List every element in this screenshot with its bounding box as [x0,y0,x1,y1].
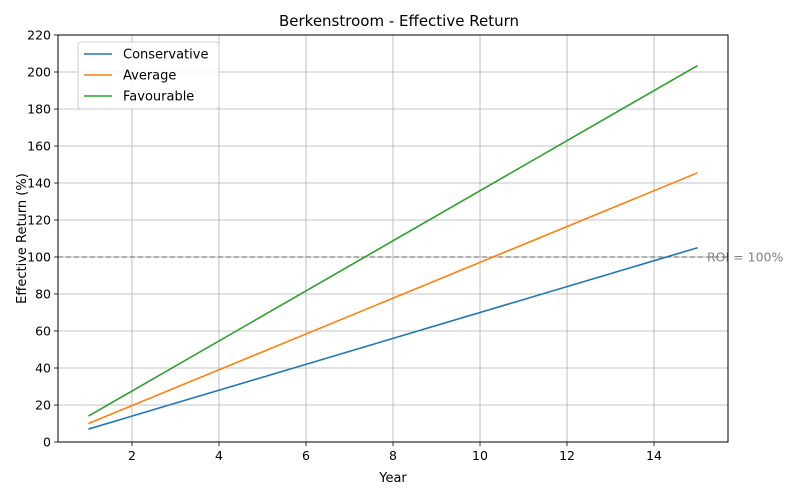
series-line-favourable [88,64,698,417]
y-tick-label: 180 [27,102,51,117]
series-line-conservative [88,246,698,430]
y-axis-label: Effective Return (%) [15,173,30,304]
x-axis-label: Year [378,471,407,486]
x-tick-label: 14 [646,448,662,463]
y-tick-label: 200 [27,65,51,80]
grid [58,34,728,443]
legend: Conservative Average Favourable [77,41,220,110]
y-tick-label: 0 [43,435,51,450]
y-tick-label: 160 [27,139,51,154]
x-tick-label: 10 [472,448,488,463]
x-tick-label: 6 [302,448,310,463]
reference-line-group: ROI = 100% [58,250,783,265]
y-tick-label: 60 [35,324,51,339]
roi-reference-label: ROI = 100% [707,250,783,265]
legend-label-favourable: Favourable [123,90,194,105]
legend-label-average: Average [123,69,176,84]
y-tick-label: 40 [35,361,51,376]
y-tick-label: 120 [27,213,51,228]
y-tick-label: 20 [35,398,51,413]
chart-title: Berkenstroom - Effective Return [279,12,519,30]
x-tick-label: 8 [389,448,397,463]
legend-box [77,41,220,110]
x-tick-label: 4 [215,448,223,463]
series-line-average [88,172,698,425]
series-lines [88,64,698,430]
y-tick-label: 220 [27,28,51,43]
x-tick-label: 2 [128,448,136,463]
legend-label-conservative: Conservative [123,48,208,63]
y-tick-label: 140 [27,176,51,191]
y-tick-label: 100 [27,250,51,265]
y-tick-label: 80 [35,287,51,302]
x-tick-label: 12 [559,448,575,463]
